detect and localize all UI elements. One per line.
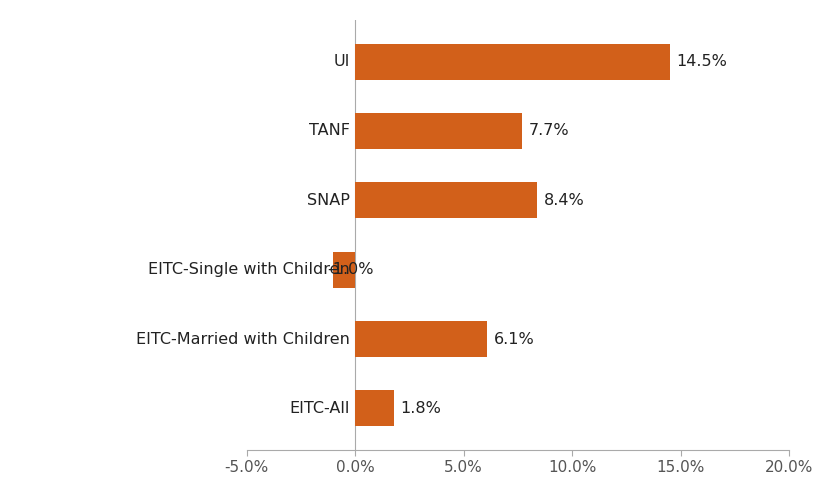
Bar xyxy=(334,252,355,288)
Text: 1.8%: 1.8% xyxy=(400,401,441,416)
Bar xyxy=(355,390,395,426)
Text: EITC-Married with Children: EITC-Married with Children xyxy=(136,332,349,346)
Text: UI: UI xyxy=(333,54,349,69)
Text: SNAP: SNAP xyxy=(307,193,349,208)
Bar xyxy=(355,182,538,218)
Bar xyxy=(355,321,487,357)
Text: TANF: TANF xyxy=(309,124,349,138)
Bar xyxy=(355,113,522,149)
Text: -1.0%: -1.0% xyxy=(327,262,373,277)
Text: EITC-Single with Children: EITC-Single with Children xyxy=(148,262,349,277)
Bar xyxy=(355,44,670,80)
Text: EITC-All: EITC-All xyxy=(289,401,349,416)
Text: 8.4%: 8.4% xyxy=(544,193,584,208)
Text: 14.5%: 14.5% xyxy=(677,54,727,69)
Text: 7.7%: 7.7% xyxy=(529,124,570,138)
Text: 6.1%: 6.1% xyxy=(494,332,535,346)
